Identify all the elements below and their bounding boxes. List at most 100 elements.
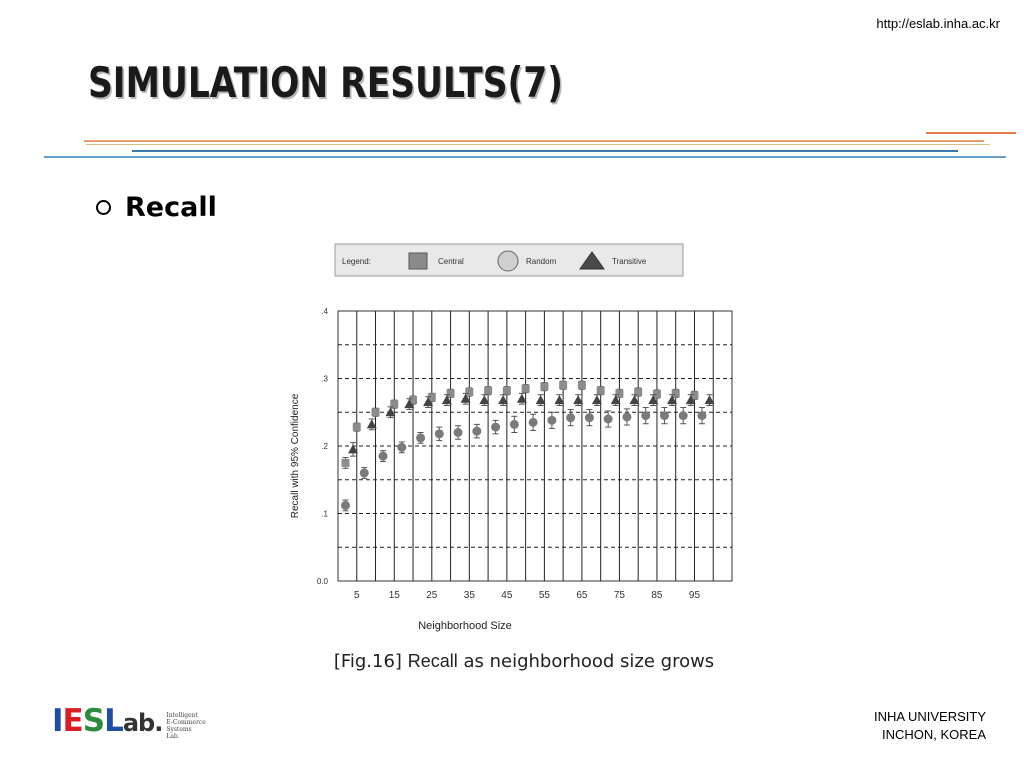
legend-title: Legend: (342, 257, 371, 266)
caption-rest: as neighborhood size grows (463, 651, 715, 672)
random-point (697, 411, 707, 421)
central-point (690, 391, 699, 400)
central-point (427, 393, 436, 402)
x-tick-label: 15 (389, 590, 401, 601)
bullet-item: Recall (96, 192, 217, 223)
central-point (671, 389, 680, 398)
transitive-point (385, 407, 396, 417)
transitive-point (498, 395, 509, 405)
central-point (341, 458, 350, 467)
transitive-point (423, 397, 434, 407)
caption-keyword: Recall (407, 651, 458, 671)
site-url: http://eslab.inha.ac.kr (876, 16, 1000, 31)
logo-letter-e: E (62, 703, 84, 739)
legend-label: Transitive (612, 257, 647, 266)
legend-label: Central (438, 257, 464, 266)
header-rule-2 (84, 140, 984, 142)
transitive-point (404, 399, 415, 409)
random-point (434, 429, 444, 439)
transitive-point (441, 395, 452, 405)
random-point (359, 468, 369, 478)
central-point (577, 381, 586, 390)
transitive-point (685, 395, 696, 405)
central-point (390, 400, 399, 409)
x-tick-label: 95 (689, 590, 701, 601)
x-tick-label: 65 (576, 590, 588, 601)
random-point (472, 426, 482, 436)
bullet-label: Recall (125, 192, 217, 223)
central-point (559, 381, 568, 390)
central-point (409, 396, 418, 405)
x-tick-label: 5 (354, 590, 360, 601)
slide-title: SIMULATION RESULTS(7) (88, 58, 563, 107)
transitive-point (535, 395, 546, 405)
random-point (453, 428, 463, 437)
transitive-point (516, 393, 527, 403)
x-tick-label: 35 (464, 590, 476, 601)
transitive-point (573, 395, 584, 405)
random-point (547, 415, 557, 425)
footer-affiliation: INHA UNIVERSITY INCHON, KOREA (874, 708, 986, 744)
random-point (584, 413, 594, 423)
transitive-point (460, 393, 471, 403)
central-point (615, 389, 624, 398)
x-tick-label: 55 (539, 590, 551, 601)
random-point (416, 433, 426, 443)
logo-wordmark: IESLab. (52, 703, 163, 740)
transitive-point (704, 395, 715, 405)
footer-line-2: INCHON, KOREA (881, 727, 986, 742)
transitive-point (479, 395, 490, 405)
central-point (484, 386, 493, 395)
random-point (397, 442, 407, 452)
legend-circle-icon (497, 250, 519, 272)
x-tick-label: 75 (614, 590, 626, 601)
transitive-point (629, 395, 640, 405)
central-point (371, 408, 380, 417)
caption-prefix: [Fig.16] (333, 651, 402, 672)
transitive-point (648, 395, 659, 405)
footer-line-1: INHA UNIVERSITY (874, 709, 986, 724)
legend-label: Random (526, 257, 557, 266)
header-rule-1 (926, 132, 1016, 134)
x-tick-label: 85 (651, 590, 663, 601)
logo-suffix: ab. (122, 709, 163, 737)
logo-sub-line: E-Commerce (166, 719, 206, 726)
central-point (652, 390, 661, 399)
random-point (659, 411, 669, 421)
transitive-point (610, 395, 621, 405)
random-point (341, 500, 351, 510)
legend-triangle-icon (579, 251, 605, 270)
random-point (378, 451, 388, 461)
legend-square-icon (408, 252, 428, 270)
central-point (634, 388, 643, 396)
logo-sub-line: Intelligent (166, 712, 198, 719)
x-tick-label: 45 (501, 590, 513, 601)
central-point (521, 384, 530, 393)
transitive-point (348, 444, 359, 454)
recall-chart: Legend: Central Random Transitive .4 .3 .2 .1 0.… (290, 243, 733, 632)
y-tick-label: .3 (321, 375, 328, 384)
random-point (622, 412, 632, 422)
central-point (446, 389, 455, 398)
random-point (528, 417, 538, 427)
y-tick-label: .2 (321, 442, 328, 451)
logo-letter-s: S (82, 703, 105, 739)
header-rule-3 (86, 144, 990, 145)
transitive-point (554, 395, 565, 405)
transitive-point (591, 395, 602, 405)
y-tick-label: .1 (321, 510, 328, 519)
logo-sub-line: Systems (166, 726, 192, 733)
random-point (678, 411, 688, 421)
y-tick-label: .4 (321, 307, 328, 316)
central-point (596, 386, 605, 395)
random-point (566, 413, 576, 423)
random-point (641, 411, 651, 421)
y-axis-label: Recall with 95% Confidence (290, 393, 301, 518)
random-point (603, 414, 613, 424)
logo-subtitle: Intelligent E-Commerce Systems Lab. (166, 712, 205, 740)
logo-sub-line: Lab. (166, 733, 180, 740)
central-point (502, 386, 511, 395)
ieslab-logo: IESLab. Intelligent E-Commerce Systems L… (52, 704, 206, 740)
x-axis-label: Neighborhood Size (418, 620, 512, 632)
figure-caption: [Fig.16] Recall as neighborhood size gro… (0, 651, 1024, 672)
